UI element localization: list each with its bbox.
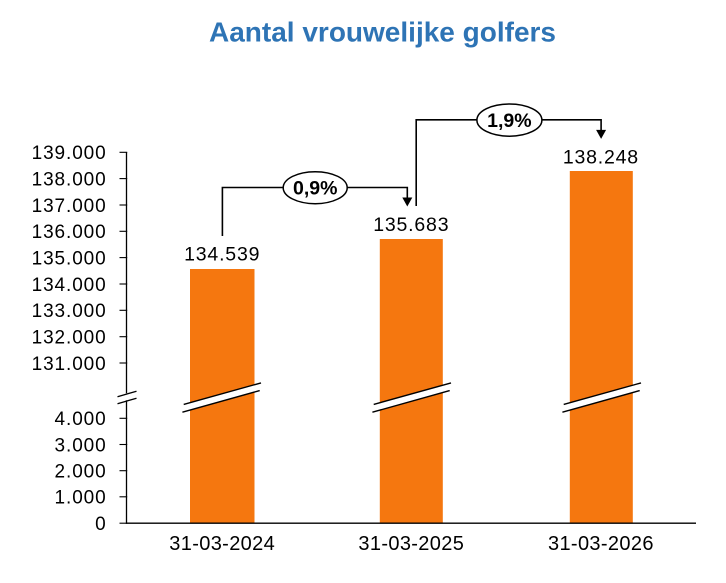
svg-text:134.000: 134.000 bbox=[32, 275, 107, 296]
svg-text:31-03-2024: 31-03-2024 bbox=[169, 533, 275, 555]
svg-text:136.000: 136.000 bbox=[32, 222, 107, 243]
svg-text:1.000: 1.000 bbox=[55, 488, 107, 509]
svg-text:139.000: 139.000 bbox=[32, 143, 107, 164]
svg-text:0: 0 bbox=[95, 514, 106, 535]
svg-text:4.000: 4.000 bbox=[55, 409, 107, 430]
svg-text:135.000: 135.000 bbox=[32, 249, 107, 270]
svg-text:2.000: 2.000 bbox=[55, 462, 107, 483]
svg-text:134.539: 134.539 bbox=[184, 244, 260, 266]
svg-text:3.000: 3.000 bbox=[55, 435, 107, 456]
svg-text:135.683: 135.683 bbox=[373, 214, 449, 236]
svg-text:31-03-2025: 31-03-2025 bbox=[358, 533, 464, 555]
svg-text:138.248: 138.248 bbox=[563, 146, 639, 168]
svg-text:0,9%: 0,9% bbox=[293, 178, 337, 200]
svg-text:137.000: 137.000 bbox=[32, 196, 107, 217]
svg-text:31-03-2026: 31-03-2026 bbox=[548, 533, 654, 555]
svg-text:Aantal vrouwelijke golfers: Aantal vrouwelijke golfers bbox=[209, 17, 556, 48]
svg-text:138.000: 138.000 bbox=[32, 170, 107, 191]
svg-text:133.000: 133.000 bbox=[32, 301, 107, 322]
svg-text:131.000: 131.000 bbox=[32, 354, 107, 375]
svg-text:132.000: 132.000 bbox=[32, 328, 107, 349]
svg-text:1,9%: 1,9% bbox=[487, 110, 531, 132]
